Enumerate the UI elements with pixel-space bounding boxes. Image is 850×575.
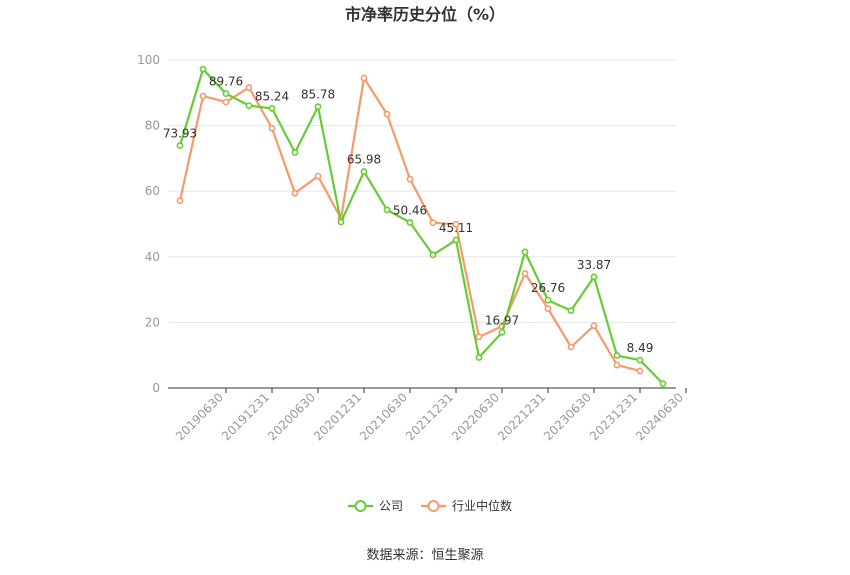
data-label: 33.87 xyxy=(577,258,611,272)
data-label: 85.78 xyxy=(301,88,335,102)
y-tick-label: 80 xyxy=(145,119,160,133)
y-axis: 0 20 40 60 80 100 xyxy=(137,53,160,395)
data-label: 85.24 xyxy=(255,89,289,103)
data-point xyxy=(521,270,529,277)
y-tick-label: 0 xyxy=(152,381,160,395)
data-point xyxy=(314,103,322,111)
data-point xyxy=(360,74,368,82)
x-tick-label: 20240630 xyxy=(633,390,686,443)
data-point xyxy=(222,90,230,97)
data-point xyxy=(176,142,184,149)
data-point xyxy=(475,354,483,361)
data-point xyxy=(337,218,345,226)
x-tick-label: 20221231 xyxy=(495,390,548,443)
x-tick-label: 20191231 xyxy=(219,390,272,443)
data-point xyxy=(199,65,207,73)
data-point xyxy=(429,251,437,259)
data-point xyxy=(475,333,483,341)
data-point xyxy=(360,168,368,175)
source-note: 数据来源：恒生聚源 xyxy=(366,548,483,563)
data-point xyxy=(406,175,414,183)
data-label: 45.11 xyxy=(439,221,473,235)
legend-label: 行业中位数 xyxy=(452,498,512,513)
x-axis: 2019063020191231202006302020123120210630… xyxy=(168,387,687,443)
x-tick-label: 20231231 xyxy=(587,390,640,443)
data-point xyxy=(452,220,460,228)
data-point xyxy=(291,149,299,156)
y-tick-label: 40 xyxy=(145,250,160,264)
legend-swatch-marker xyxy=(354,500,367,512)
x-tick-label: 20200630 xyxy=(265,390,318,443)
series-line-0 xyxy=(178,68,664,385)
x-tick-label: 20210630 xyxy=(357,390,410,443)
data-point xyxy=(590,273,598,281)
data-point xyxy=(544,296,552,304)
series-layer xyxy=(176,65,667,388)
data-point xyxy=(636,356,644,364)
data-point xyxy=(222,98,230,106)
data-point xyxy=(291,189,299,197)
data-point xyxy=(245,84,253,91)
data-point xyxy=(613,361,621,369)
x-tick-label: 20220630 xyxy=(449,390,502,443)
legend-item-1[interactable]: 行业中位数 xyxy=(421,498,512,513)
data-point xyxy=(659,380,667,388)
y-tick-label: 60 xyxy=(145,184,160,198)
legend-label: 公司 xyxy=(379,499,403,513)
legend[interactable]: 公司 行业中位数 xyxy=(348,498,512,513)
data-label: 89.76 xyxy=(209,75,243,89)
data-labels: 73.93 89.76 85.24 85.78 65.98 50.46 45.11 16.97… xyxy=(163,75,654,356)
x-tick-label: 20211231 xyxy=(403,390,456,443)
data-label: 65.98 xyxy=(347,153,381,167)
data-label: 73.93 xyxy=(163,127,197,141)
x-tick-label: 20190630 xyxy=(173,390,226,443)
data-point xyxy=(176,197,184,205)
data-point xyxy=(590,322,598,330)
data-point xyxy=(268,124,276,132)
data-point xyxy=(406,219,414,226)
data-point xyxy=(521,248,529,256)
y-tick-label: 100 xyxy=(137,53,160,67)
data-point xyxy=(567,343,575,351)
data-point xyxy=(383,206,391,214)
data-label: 50.46 xyxy=(393,203,427,217)
legend-swatch-marker xyxy=(427,500,440,512)
data-point xyxy=(383,110,391,118)
data-point xyxy=(268,105,276,112)
data-point xyxy=(429,219,437,227)
data-point xyxy=(567,307,575,314)
data-point xyxy=(314,172,322,180)
data-label: 16.97 xyxy=(485,313,519,327)
data-label: 26.76 xyxy=(531,281,565,295)
chart-title: 市净率历史分位（%） xyxy=(345,5,505,24)
y-tick-label: 20 xyxy=(145,315,160,329)
data-point xyxy=(245,102,253,109)
data-point xyxy=(613,352,621,359)
data-point xyxy=(498,328,506,336)
x-tick-label: 20201231 xyxy=(311,390,364,443)
x-tick-label: 20230630 xyxy=(541,390,594,443)
data-label: 8.49 xyxy=(627,341,654,355)
data-point xyxy=(452,236,460,244)
data-point xyxy=(636,367,644,375)
data-point xyxy=(544,305,552,313)
data-point xyxy=(199,92,207,100)
grid xyxy=(168,59,676,323)
legend-item-0[interactable]: 公司 xyxy=(348,499,403,513)
